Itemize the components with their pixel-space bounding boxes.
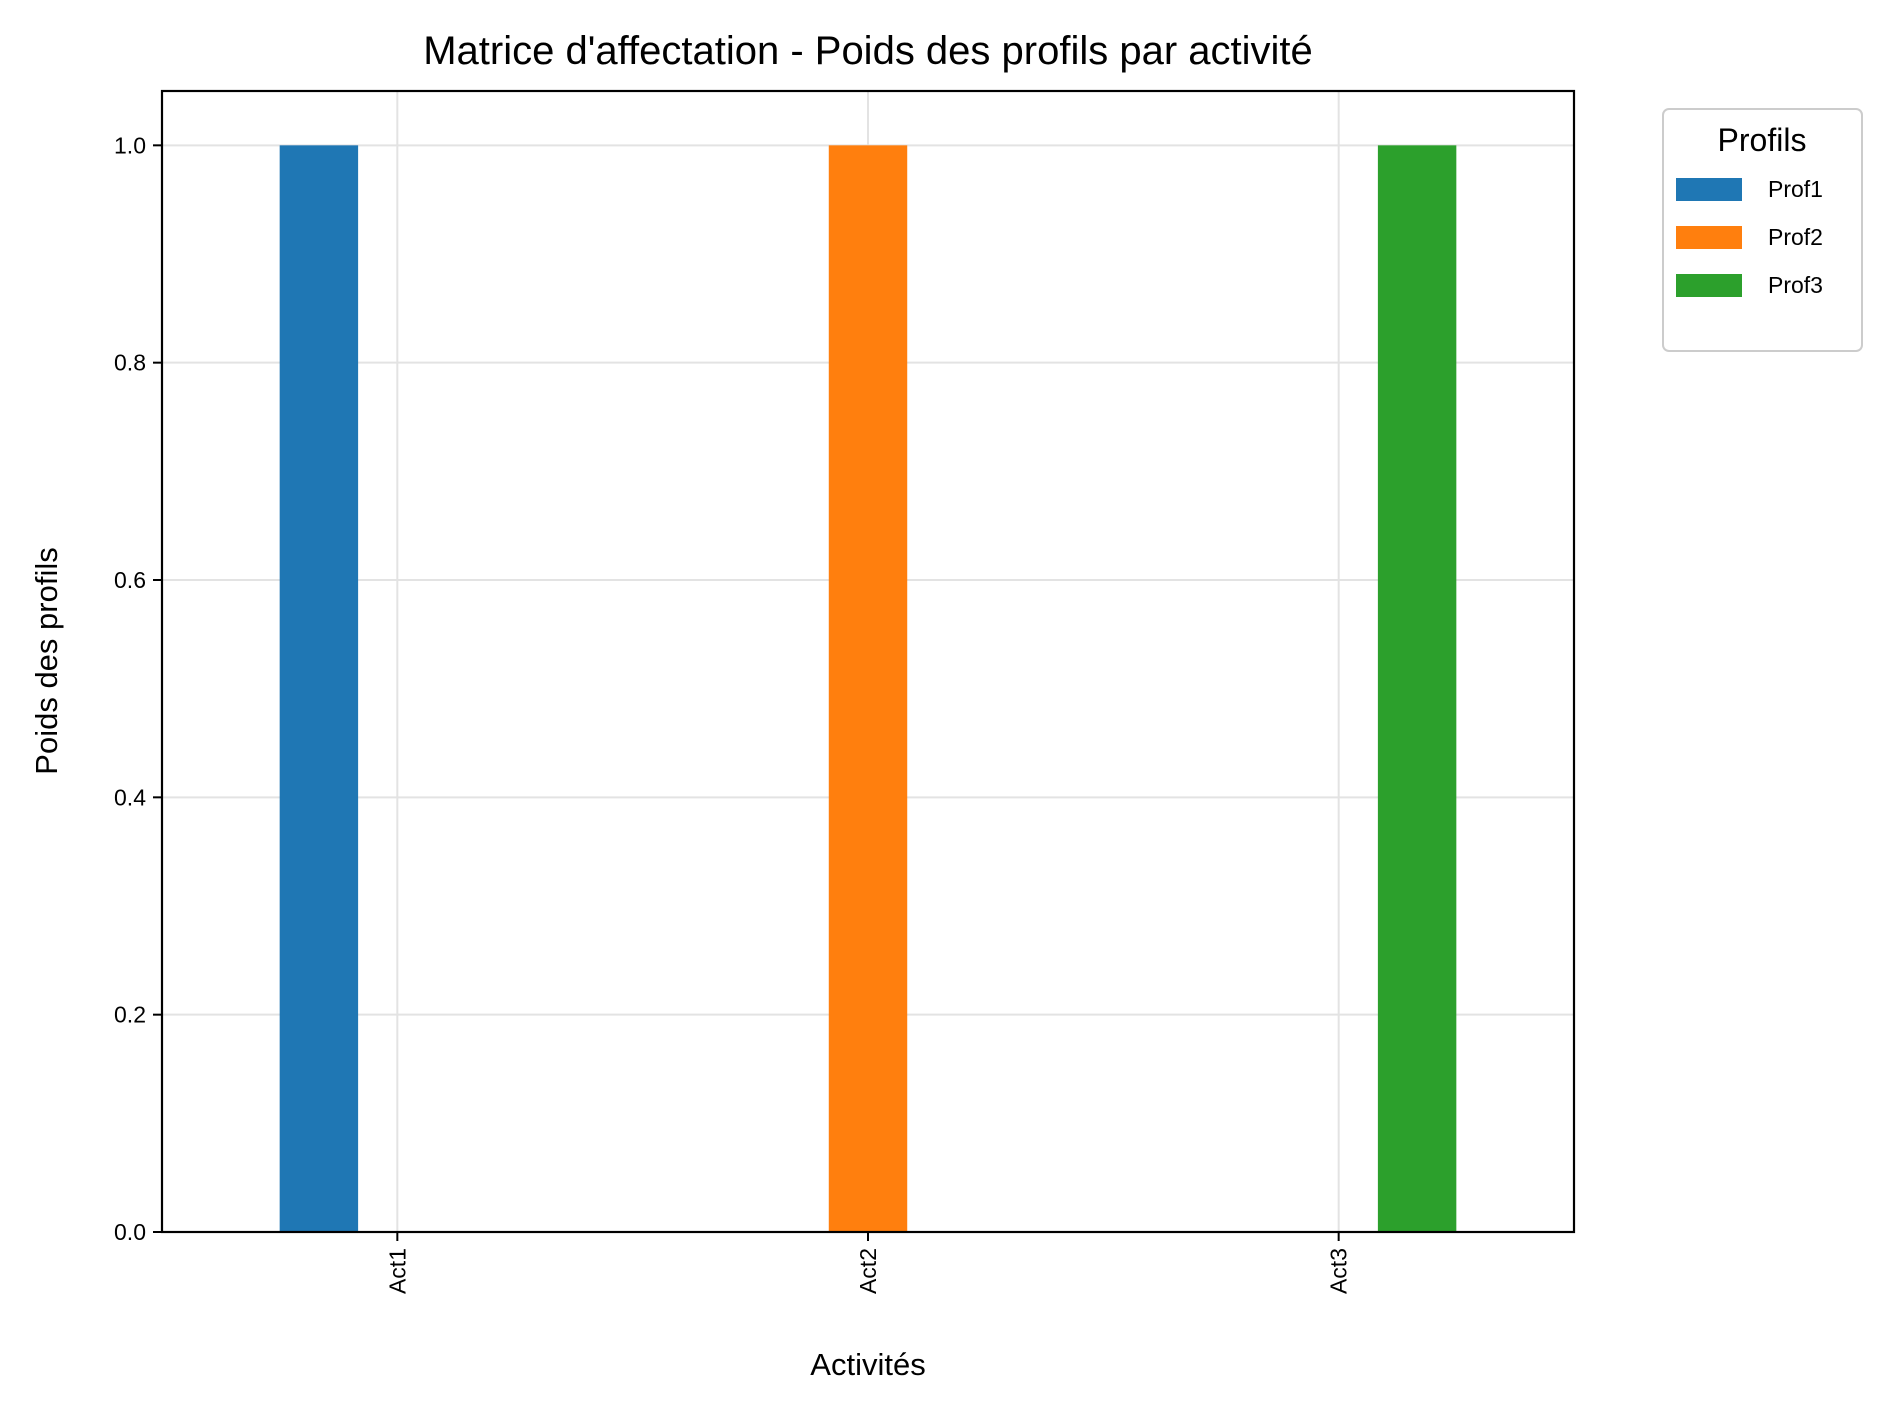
legend-label-prof3: Prof3 bbox=[1768, 272, 1823, 298]
chart-title: Matrice d'affectation - Poids des profil… bbox=[423, 29, 1313, 73]
bar-prof2-act2 bbox=[828, 145, 908, 1232]
y-tick-label: 0.4 bbox=[114, 784, 146, 810]
y-tick-label: 0.8 bbox=[114, 350, 146, 376]
legend-swatch-prof2 bbox=[1676, 226, 1742, 249]
y-tick-label: 0.6 bbox=[114, 567, 146, 593]
y-tick-label: 0.0 bbox=[114, 1219, 146, 1245]
x-axis: Act1 Act2 Act3 bbox=[384, 1232, 1352, 1294]
bar-prof3-act3 bbox=[1377, 145, 1457, 1232]
legend-label-prof2: Prof2 bbox=[1768, 224, 1823, 250]
bar-prof1-act1 bbox=[279, 145, 359, 1232]
x-tick-label: Act3 bbox=[1326, 1248, 1352, 1294]
y-axis: 0.0 0.2 0.4 0.6 0.8 1.0 bbox=[114, 132, 162, 1245]
legend-swatch-prof3 bbox=[1676, 274, 1742, 297]
y-tick-label: 1.0 bbox=[114, 132, 146, 158]
legend: Profils Prof1 Prof2 Prof3 bbox=[1662, 108, 1863, 352]
legend-label-prof1: Prof1 bbox=[1768, 176, 1823, 202]
x-tick-label: Act1 bbox=[384, 1248, 410, 1294]
x-axis-label: Activités bbox=[810, 1347, 925, 1382]
x-tick-label: Act2 bbox=[855, 1248, 881, 1294]
y-axis-label: Poids des profils bbox=[29, 547, 64, 774]
legend-title: Profils bbox=[1718, 122, 1807, 158]
legend-items: Prof1 Prof2 Prof3 bbox=[1676, 176, 1823, 298]
legend-swatch-prof1 bbox=[1676, 178, 1742, 201]
y-tick-label: 0.2 bbox=[114, 1002, 146, 1028]
bars bbox=[279, 145, 1457, 1232]
